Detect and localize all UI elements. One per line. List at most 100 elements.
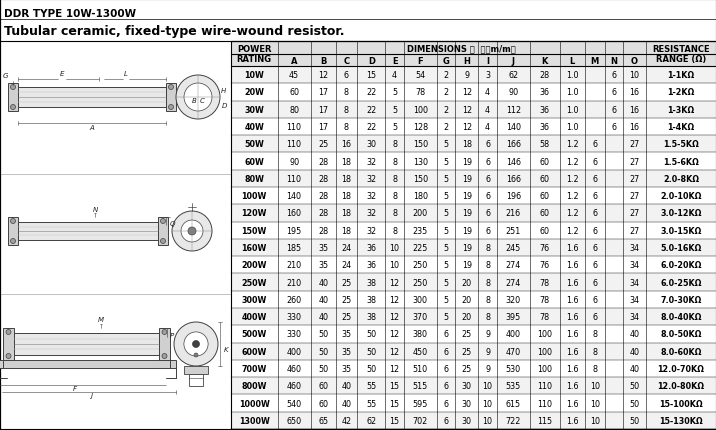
- Text: 8: 8: [592, 364, 597, 373]
- Text: 250: 250: [412, 261, 428, 270]
- Text: 540: 540: [286, 399, 301, 408]
- Text: 8: 8: [392, 192, 397, 201]
- Text: 30: 30: [462, 381, 472, 390]
- Text: 535: 535: [505, 381, 521, 390]
- Text: 8.0-60KΩ: 8.0-60KΩ: [660, 347, 702, 356]
- Text: 260: 260: [286, 295, 301, 304]
- Text: 6: 6: [592, 192, 597, 201]
- Text: 8.0-50KΩ: 8.0-50KΩ: [660, 330, 702, 339]
- Bar: [231, 394, 716, 412]
- Text: 112: 112: [505, 105, 521, 114]
- Text: 1.2: 1.2: [566, 157, 579, 166]
- Text: 27: 27: [629, 175, 639, 184]
- Text: 210: 210: [286, 278, 301, 287]
- Text: N: N: [92, 206, 97, 212]
- Bar: [231, 205, 716, 222]
- Text: 20: 20: [462, 295, 472, 304]
- Text: 9: 9: [485, 364, 490, 373]
- Text: 65: 65: [318, 416, 328, 425]
- Text: 12: 12: [390, 295, 400, 304]
- Text: 330: 330: [286, 330, 301, 339]
- Text: 8: 8: [344, 123, 349, 132]
- Text: 18: 18: [342, 209, 352, 218]
- Text: A: A: [90, 125, 95, 131]
- Text: 80: 80: [289, 105, 299, 114]
- Text: 6: 6: [444, 416, 449, 425]
- Text: 6.0-25KΩ: 6.0-25KΩ: [660, 278, 702, 287]
- Bar: [3, 328, 14, 360]
- Text: 6: 6: [592, 261, 597, 270]
- Text: C: C: [200, 98, 205, 104]
- Bar: [231, 84, 716, 101]
- Text: 40: 40: [629, 364, 639, 373]
- Text: 80W: 80W: [244, 175, 264, 184]
- Circle shape: [11, 239, 16, 244]
- Text: 9: 9: [485, 330, 490, 339]
- Text: 12: 12: [462, 123, 472, 132]
- Text: 28: 28: [318, 175, 328, 184]
- Text: 5: 5: [443, 192, 449, 201]
- Text: 5: 5: [392, 88, 397, 97]
- Text: 6.0-20KΩ: 6.0-20KΩ: [660, 261, 702, 270]
- Text: 1.6: 1.6: [566, 381, 579, 390]
- Text: 6: 6: [444, 364, 449, 373]
- Text: DDR TYPE 10W-1300W: DDR TYPE 10W-1300W: [4, 9, 136, 19]
- Text: 38: 38: [367, 278, 377, 287]
- Text: E: E: [392, 56, 397, 65]
- Text: 90: 90: [289, 157, 299, 166]
- Text: 17: 17: [318, 123, 328, 132]
- Text: 110: 110: [538, 399, 553, 408]
- Circle shape: [194, 353, 198, 357]
- Text: 700W: 700W: [241, 364, 267, 373]
- Bar: [231, 412, 716, 429]
- Text: 6: 6: [592, 295, 597, 304]
- Text: I: I: [486, 56, 489, 65]
- Bar: [0, 360, 176, 368]
- Text: 5: 5: [443, 243, 449, 252]
- Text: 100: 100: [538, 330, 553, 339]
- Text: 5.0-16KΩ: 5.0-16KΩ: [660, 243, 702, 252]
- Text: 1.0: 1.0: [566, 71, 579, 80]
- Text: 6: 6: [611, 123, 616, 132]
- Bar: [231, 42, 716, 67]
- Bar: [231, 42, 716, 429]
- Text: 460: 460: [286, 381, 301, 390]
- Text: 225: 225: [412, 243, 428, 252]
- Text: 76: 76: [540, 243, 550, 252]
- Bar: [231, 187, 716, 205]
- Text: 34: 34: [629, 278, 639, 287]
- Text: 1.5-6KΩ: 1.5-6KΩ: [663, 157, 699, 166]
- Text: 15: 15: [367, 71, 377, 80]
- Text: 6: 6: [444, 347, 449, 356]
- Text: 27: 27: [629, 157, 639, 166]
- Text: 7.0-30KΩ: 7.0-30KΩ: [660, 295, 702, 304]
- Text: 2: 2: [443, 88, 449, 97]
- Text: 38: 38: [367, 313, 377, 321]
- Text: 395: 395: [505, 313, 521, 321]
- Text: 5: 5: [443, 295, 449, 304]
- Text: 8: 8: [344, 105, 349, 114]
- Text: 60: 60: [540, 226, 550, 235]
- Bar: [18, 88, 166, 108]
- Text: 274: 274: [505, 278, 521, 287]
- Text: 150: 150: [413, 140, 428, 149]
- Text: H: H: [463, 56, 470, 65]
- Text: 30: 30: [462, 416, 472, 425]
- Bar: [14, 333, 159, 355]
- Text: 595: 595: [412, 399, 428, 408]
- Bar: [159, 328, 170, 360]
- Text: 6: 6: [592, 243, 597, 252]
- Bar: [231, 377, 716, 394]
- Text: C: C: [344, 56, 349, 65]
- Text: 1300W: 1300W: [239, 416, 270, 425]
- Text: 6: 6: [592, 278, 597, 287]
- Text: 110: 110: [286, 140, 301, 149]
- Text: 35: 35: [318, 261, 328, 270]
- Text: 5: 5: [392, 105, 397, 114]
- Text: 400: 400: [506, 330, 521, 339]
- Text: O: O: [631, 56, 638, 65]
- Text: 702: 702: [412, 416, 428, 425]
- Text: 28: 28: [318, 192, 328, 201]
- Text: L: L: [124, 71, 128, 77]
- Text: 12: 12: [390, 330, 400, 339]
